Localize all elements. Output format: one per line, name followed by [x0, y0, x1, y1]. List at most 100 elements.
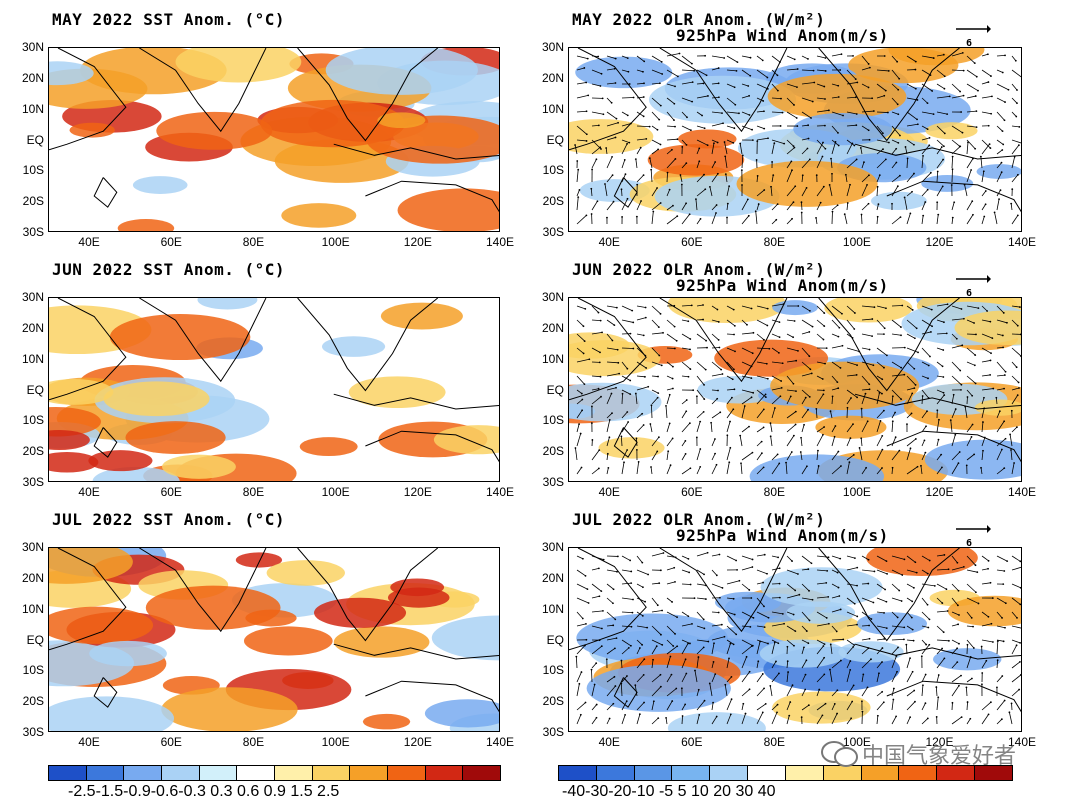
wind-vector-head	[584, 307, 587, 310]
wind-vector	[981, 437, 986, 447]
wind-vector	[771, 555, 779, 558]
map-may-olr	[568, 47, 1022, 232]
anomaly-region	[824, 298, 913, 323]
wind-vector-head	[911, 309, 914, 311]
wind-vector	[981, 171, 985, 183]
wind-vector	[756, 319, 768, 326]
wind-vector	[906, 583, 915, 589]
wind-vector	[966, 597, 979, 604]
map-jun-sst	[48, 297, 500, 482]
wind-vector-head	[751, 566, 754, 568]
wind-vector	[741, 639, 753, 647]
wind-vector	[861, 674, 864, 683]
wind-vector	[681, 214, 690, 225]
lat-label: 10S	[542, 663, 564, 678]
wind-vector-head	[951, 216, 954, 219]
wind-vector-head	[913, 689, 916, 692]
wind-vector-head	[597, 124, 600, 127]
wind-vector	[696, 148, 700, 155]
wind-vector-head	[764, 396, 767, 399]
wind-vector-head	[688, 213, 691, 216]
wind-vector	[726, 375, 733, 380]
wind-vector-head	[752, 331, 755, 334]
wind-vector-head	[600, 148, 602, 150]
wind-vector	[831, 609, 841, 613]
wind-vector	[951, 305, 962, 310]
wind-vector-head	[688, 422, 691, 425]
wind-vector-head	[883, 638, 886, 640]
wind-vector	[696, 625, 705, 629]
wind-vector	[576, 125, 588, 135]
wind-vector	[876, 420, 881, 433]
anomaly-region	[333, 626, 430, 658]
wind-vector-head	[987, 713, 990, 716]
wind-vector-head	[958, 451, 961, 453]
wind-vector	[996, 83, 1009, 91]
wind-vector-head	[860, 213, 863, 216]
wind-vector	[711, 204, 717, 211]
wind-vector-head	[914, 700, 916, 703]
wind-vector-head	[998, 410, 1001, 413]
wind-vector	[996, 625, 1006, 629]
wind-vector	[576, 169, 579, 183]
wind-vector-head	[661, 73, 664, 75]
anomaly-region	[856, 612, 927, 636]
wind-vector	[981, 422, 984, 433]
wind-vector-head	[1000, 171, 1003, 174]
wind-vector-head	[643, 701, 645, 704]
wind-vector-head	[969, 656, 972, 658]
lat-label: EQ	[26, 382, 44, 397]
wind-vector	[786, 569, 799, 575]
wind-vector	[996, 333, 1003, 336]
wind-vector-head	[975, 333, 977, 336]
wind-vector-head	[778, 336, 781, 339]
wind-vector-head	[937, 696, 940, 699]
wind-vector	[636, 438, 638, 447]
wind-vector-head	[941, 466, 943, 469]
wind-vector-head	[805, 186, 808, 189]
wind-vector	[831, 375, 838, 383]
anomaly-region	[235, 552, 283, 568]
wind-vector	[681, 623, 693, 627]
wind-vector-head	[614, 685, 617, 687]
wind-vector	[891, 688, 895, 697]
anomaly-region	[772, 691, 871, 724]
wind-vector-head	[974, 564, 977, 567]
wind-vector-head	[776, 203, 779, 206]
wind-vector-head	[684, 440, 687, 442]
wind-vector	[921, 111, 934, 115]
wind-vector-head	[620, 435, 623, 438]
wind-vector-head	[646, 626, 649, 629]
wind-vector-head	[721, 373, 724, 375]
wind-vector-head	[988, 143, 991, 146]
wind-vector-head	[739, 434, 742, 437]
wind-vector-head	[809, 368, 812, 371]
wind-vector-head	[600, 72, 603, 75]
wind-vector-head	[957, 462, 960, 465]
wind-vector-head	[776, 89, 779, 92]
wind-vector-head	[811, 325, 814, 328]
wind-vector-head	[790, 451, 793, 453]
wind-vector-head	[948, 95, 951, 98]
wind-vector	[666, 611, 678, 618]
anomaly-region	[49, 61, 94, 86]
wind-vector-head	[860, 437, 863, 440]
wind-vector-head	[777, 642, 780, 645]
wind-vector	[816, 426, 825, 433]
wind-vector-head	[853, 644, 856, 646]
wind-vector	[846, 96, 856, 99]
wind-vector	[861, 687, 868, 697]
wind-vector	[711, 661, 714, 669]
wind-vector	[966, 687, 968, 697]
wind-vector	[966, 361, 975, 366]
wind-vector-head	[689, 368, 692, 370]
wind-vector	[591, 332, 603, 335]
wind-vector	[651, 674, 661, 683]
wind-vector-head	[1013, 155, 1016, 158]
wind-vector	[906, 347, 919, 353]
wind-vector	[906, 305, 913, 311]
wind-vector	[966, 110, 977, 113]
wind-vector-head	[736, 569, 738, 571]
wind-vector	[741, 347, 753, 354]
wind-vector-head	[657, 326, 660, 329]
